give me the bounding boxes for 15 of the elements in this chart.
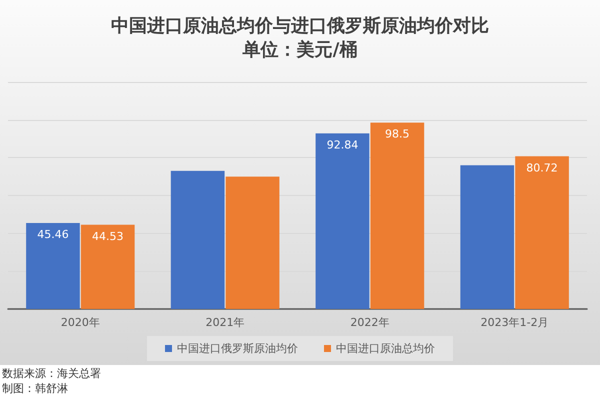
chart-title: 中国进口原油总均价与进口俄罗斯原油均价对比 <box>111 16 489 36</box>
x-tick-label: 2021年 <box>206 316 245 329</box>
data-label: 44.53 <box>92 230 124 243</box>
chart-subtitle: 单位：美元/桶 <box>242 40 358 60</box>
data-label: 80.72 <box>526 161 558 174</box>
data-label: 98.5 <box>385 128 410 141</box>
source-note: 数据来源：海关总署 <box>2 367 101 380</box>
text: 制图：韩舒淋 <box>2 382 68 395</box>
data-label: 92.84 <box>326 138 358 152</box>
data-label: 45.46 <box>37 228 69 242</box>
legend-label: 中国进口原油总均价 <box>336 342 435 355</box>
x-tick-label: 2020年 <box>60 316 100 329</box>
legend-label: 中国进口俄罗斯原油均价 <box>177 342 298 355</box>
x-tick-label: 2022年 <box>350 316 390 329</box>
x-tick-label: 2023年1-2月 <box>480 316 549 329</box>
